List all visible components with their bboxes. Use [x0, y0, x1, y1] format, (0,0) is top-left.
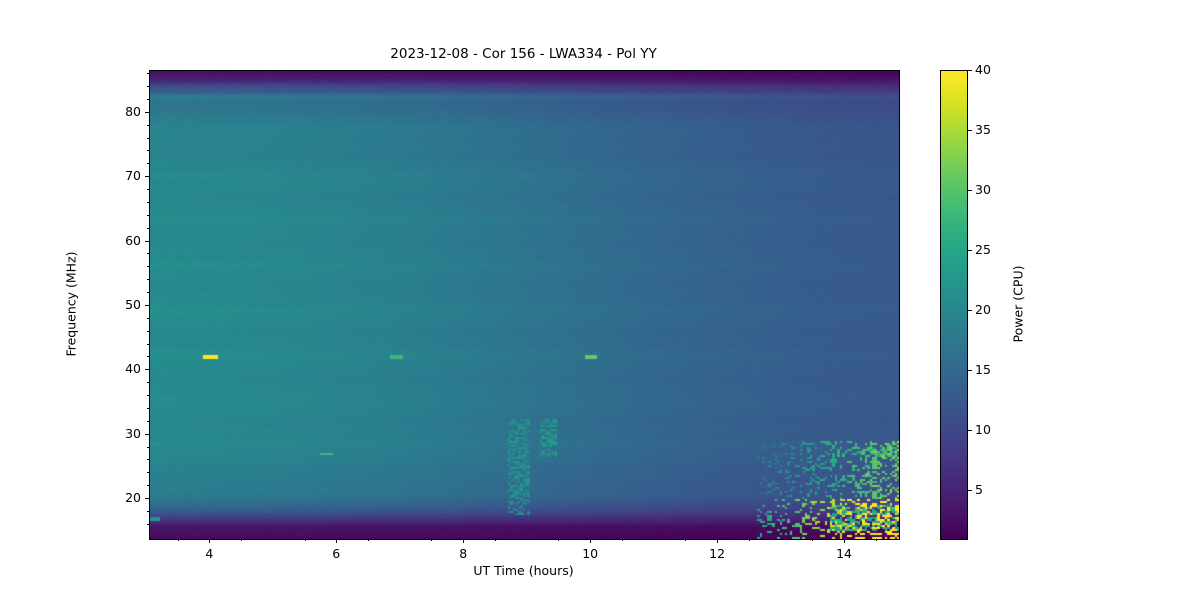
spectrogram-axes[interactable]: [149, 70, 900, 540]
x-minor-tick-mark: [177, 539, 179, 541]
y-axis-label: Frequency (MHz): [63, 251, 79, 357]
colorbar-tick-label: 25: [975, 242, 991, 257]
y-tick-mark: [145, 240, 149, 242]
colorbar[interactable]: [940, 70, 968, 540]
colorbar-tick-label: 35: [975, 122, 991, 137]
colorbar-tick-label: 30: [975, 182, 991, 197]
spectrogram-heatmap: [150, 71, 899, 539]
x-tick-label: 12: [709, 546, 726, 561]
x-minor-tick-mark: [494, 539, 496, 541]
x-tick-mark: [463, 539, 465, 543]
colorbar-tick-label: 20: [975, 302, 991, 317]
x-tick-mark: [717, 539, 719, 543]
colorbar-tick-mark: [968, 430, 972, 431]
y-tick-mark: [145, 433, 149, 435]
colorbar-tick-label: 40: [975, 62, 991, 77]
y-minor-tick-mark: [147, 214, 149, 216]
y-tick-label: 50: [125, 296, 141, 312]
x-tick-label: 10: [582, 546, 599, 561]
y-minor-tick-mark: [147, 510, 149, 512]
y-minor-tick-mark: [147, 279, 149, 281]
y-minor-tick-mark: [147, 189, 149, 191]
colorbar-tick-mark: [968, 70, 972, 71]
y-tick-label: 20: [125, 490, 141, 506]
x-minor-tick-mark: [241, 539, 243, 541]
x-minor-tick-mark: [812, 539, 814, 541]
y-minor-tick-mark: [147, 330, 149, 332]
x-tick-mark: [590, 539, 592, 543]
y-tick-label: 70: [125, 168, 141, 184]
y-minor-tick-mark: [147, 73, 149, 75]
y-tick-mark: [145, 111, 149, 113]
colorbar-tick-mark: [968, 130, 972, 131]
y-minor-tick-mark: [147, 163, 149, 165]
y-minor-tick-mark: [147, 343, 149, 345]
y-tick-mark: [145, 176, 149, 178]
x-tick-label: 4: [205, 546, 214, 561]
y-minor-tick-mark: [147, 266, 149, 268]
y-minor-tick-mark: [147, 382, 149, 384]
x-tick-mark: [844, 539, 846, 543]
x-minor-tick-mark: [685, 539, 687, 541]
x-tick-mark: [336, 539, 338, 543]
y-tick-mark: [145, 304, 149, 306]
y-minor-tick-mark: [147, 137, 149, 139]
colorbar-tick-mark: [968, 250, 972, 251]
y-minor-tick-mark: [147, 292, 149, 294]
y-minor-tick-mark: [147, 523, 149, 525]
y-minor-tick-mark: [147, 459, 149, 461]
x-minor-tick-mark: [558, 539, 560, 541]
y-minor-tick-mark: [147, 124, 149, 126]
x-tick-label: 6: [332, 546, 341, 561]
colorbar-tick-label: 10: [975, 422, 991, 437]
y-tick-label: 80: [125, 103, 141, 119]
x-minor-tick-mark: [304, 539, 306, 541]
y-tick-mark: [145, 369, 149, 371]
y-minor-tick-mark: [147, 485, 149, 487]
colorbar-gradient: [941, 71, 967, 539]
y-minor-tick-mark: [147, 227, 149, 229]
x-tick-label: 14: [836, 546, 852, 561]
y-minor-tick-mark: [147, 472, 149, 474]
y-tick-mark: [145, 498, 149, 500]
x-tick-mark: [209, 539, 211, 543]
y-minor-tick-mark: [147, 420, 149, 422]
y-tick-label: 60: [125, 232, 141, 248]
colorbar-tick-mark: [968, 370, 972, 371]
y-minor-tick-mark: [147, 150, 149, 152]
y-minor-tick-mark: [147, 446, 149, 448]
y-minor-tick-mark: [147, 356, 149, 358]
x-axis-label: UT Time (hours): [473, 563, 574, 578]
colorbar-tick-label: 15: [975, 362, 991, 377]
colorbar-tick-label: 5: [975, 482, 983, 497]
y-minor-tick-mark: [147, 86, 149, 88]
y-tick-label: 40: [125, 361, 141, 377]
x-tick-label: 8: [459, 546, 468, 561]
y-minor-tick-mark: [147, 201, 149, 203]
x-minor-tick-mark: [621, 539, 623, 541]
colorbar-tick-mark: [968, 190, 972, 191]
y-minor-tick-mark: [147, 395, 149, 397]
x-minor-tick-mark: [431, 539, 433, 541]
colorbar-label: Power (CPU): [1010, 265, 1026, 343]
y-minor-tick-mark: [147, 253, 149, 255]
y-minor-tick-mark: [147, 407, 149, 409]
x-minor-tick-mark: [875, 539, 877, 541]
y-minor-tick-mark: [147, 317, 149, 319]
y-minor-tick-mark: [147, 98, 149, 100]
y-tick-label: 30: [125, 425, 141, 441]
x-minor-tick-mark: [748, 539, 750, 541]
x-minor-tick-mark: [367, 539, 369, 541]
page-title: 2023-12-08 - Cor 156 - LWA334 - Pol YY: [390, 46, 657, 62]
colorbar-tick-mark: [968, 490, 972, 491]
colorbar-tick-mark: [968, 310, 972, 311]
